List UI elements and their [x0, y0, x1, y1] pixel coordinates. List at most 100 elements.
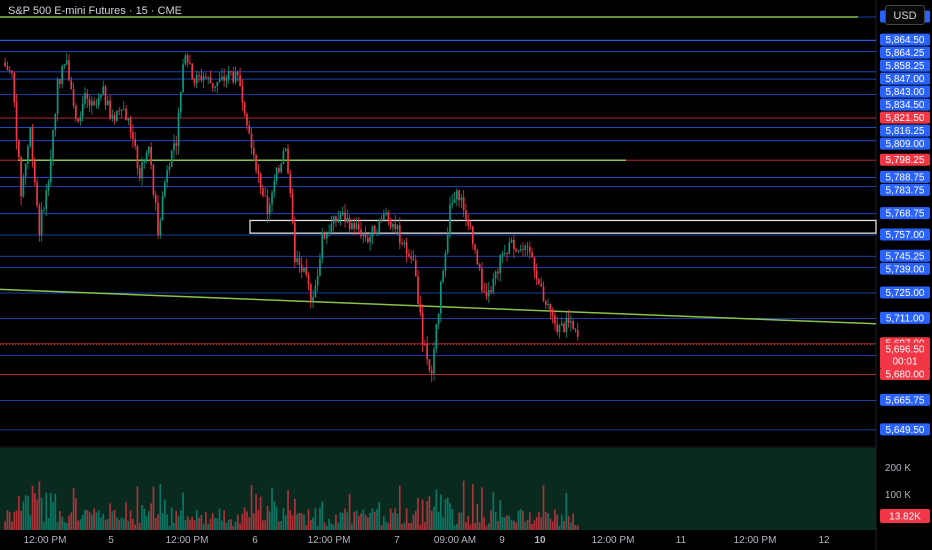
candle-body — [166, 170, 168, 183]
candle-body — [467, 219, 470, 226]
volume-bar — [544, 512, 547, 530]
candle-body — [556, 323, 559, 333]
price-label-bg — [880, 262, 930, 275]
volume-bar — [474, 523, 476, 530]
candle-body — [576, 330, 579, 337]
volume-bar — [446, 497, 449, 530]
price-label: 5,680.00 — [886, 370, 925, 381]
candle-body — [250, 133, 253, 148]
candle-body — [15, 102, 18, 141]
volume-bar — [161, 512, 164, 530]
candle-body — [533, 257, 536, 271]
volume-bar — [414, 510, 417, 530]
candle-body — [540, 283, 543, 287]
volume-bar — [572, 513, 575, 530]
candle-body — [205, 76, 207, 78]
time-axis-label: 9 — [499, 535, 505, 546]
candle-body — [173, 143, 175, 151]
volume-bar — [6, 510, 9, 530]
candle-body — [296, 258, 298, 263]
candle-body — [408, 253, 410, 257]
candle-body — [382, 213, 385, 220]
candle-body — [462, 197, 465, 211]
candle-body — [367, 237, 369, 243]
volume-bar — [246, 511, 248, 530]
time-axis-label: 5 — [108, 535, 114, 546]
volume-bar — [481, 487, 483, 530]
candle-body — [565, 318, 568, 333]
candle-body — [332, 216, 335, 224]
candle-body — [378, 219, 381, 233]
volume-bar — [501, 516, 504, 530]
candle-body — [314, 285, 317, 298]
candle-body — [88, 99, 91, 106]
volume-bar — [186, 516, 189, 530]
candle-body — [446, 233, 449, 253]
candle-body — [56, 79, 59, 115]
candle-body — [54, 114, 57, 131]
candle-body — [79, 116, 82, 122]
volume-bar — [250, 485, 253, 530]
volume-bar — [522, 511, 524, 530]
candle-body — [312, 297, 314, 302]
volume-bar — [275, 506, 278, 530]
candle-body — [75, 105, 77, 119]
volume-bar — [200, 514, 203, 530]
volume-bar — [346, 512, 349, 530]
candle-body — [287, 148, 289, 174]
candle-body — [145, 153, 148, 161]
candle-body — [170, 150, 173, 167]
candle-body — [531, 252, 533, 258]
volume-bar — [298, 513, 301, 530]
volume-bar — [111, 511, 114, 530]
candle-body — [11, 70, 13, 74]
candle-body — [316, 275, 319, 286]
price-label: 5,768.75 — [886, 209, 925, 220]
volume-bar — [184, 520, 187, 530]
volume-bar — [467, 516, 470, 530]
candle-body — [193, 78, 196, 84]
candle-body — [234, 72, 237, 83]
price-label-bg — [880, 137, 930, 150]
candle-body — [442, 271, 444, 282]
volume-bar — [88, 511, 91, 530]
candle-body — [259, 173, 262, 189]
currency-button[interactable]: USD — [885, 5, 925, 25]
volume-bar — [65, 523, 68, 530]
volume-bar — [567, 516, 570, 530]
volume-bar — [15, 510, 18, 530]
symbol-title[interactable]: S&P 500 E-mini Futures · 15 · CME — [8, 5, 183, 17]
candle-body — [113, 114, 116, 121]
volume-bar — [72, 487, 75, 530]
volume-bar — [179, 510, 182, 530]
volume-bar — [86, 510, 89, 530]
candle-body — [68, 60, 70, 81]
candle-body — [179, 91, 182, 113]
candle-body — [341, 212, 344, 215]
candle-body — [214, 86, 216, 88]
volume-bar — [241, 513, 244, 530]
candle-body — [528, 246, 531, 253]
candle-body — [417, 276, 419, 304]
price-label-bg — [880, 249, 930, 262]
volume-bar — [211, 512, 214, 530]
volume-bar — [152, 486, 155, 530]
candle-body — [476, 250, 479, 265]
volume-bar — [535, 517, 538, 530]
volume-bar — [453, 525, 456, 530]
candle-body — [494, 271, 497, 279]
candle-body — [362, 233, 365, 237]
candle-body — [255, 155, 257, 171]
volume-bar — [442, 516, 444, 530]
candle-body — [81, 103, 84, 117]
volume-bar — [4, 521, 6, 530]
volume-bar — [360, 513, 362, 530]
candle-body — [95, 105, 98, 106]
candle-body — [392, 224, 394, 228]
candle-body — [426, 344, 429, 360]
candle-body — [303, 267, 305, 272]
volume-bar — [268, 511, 271, 530]
volume-bar — [526, 520, 529, 530]
volume-bar — [538, 511, 540, 530]
